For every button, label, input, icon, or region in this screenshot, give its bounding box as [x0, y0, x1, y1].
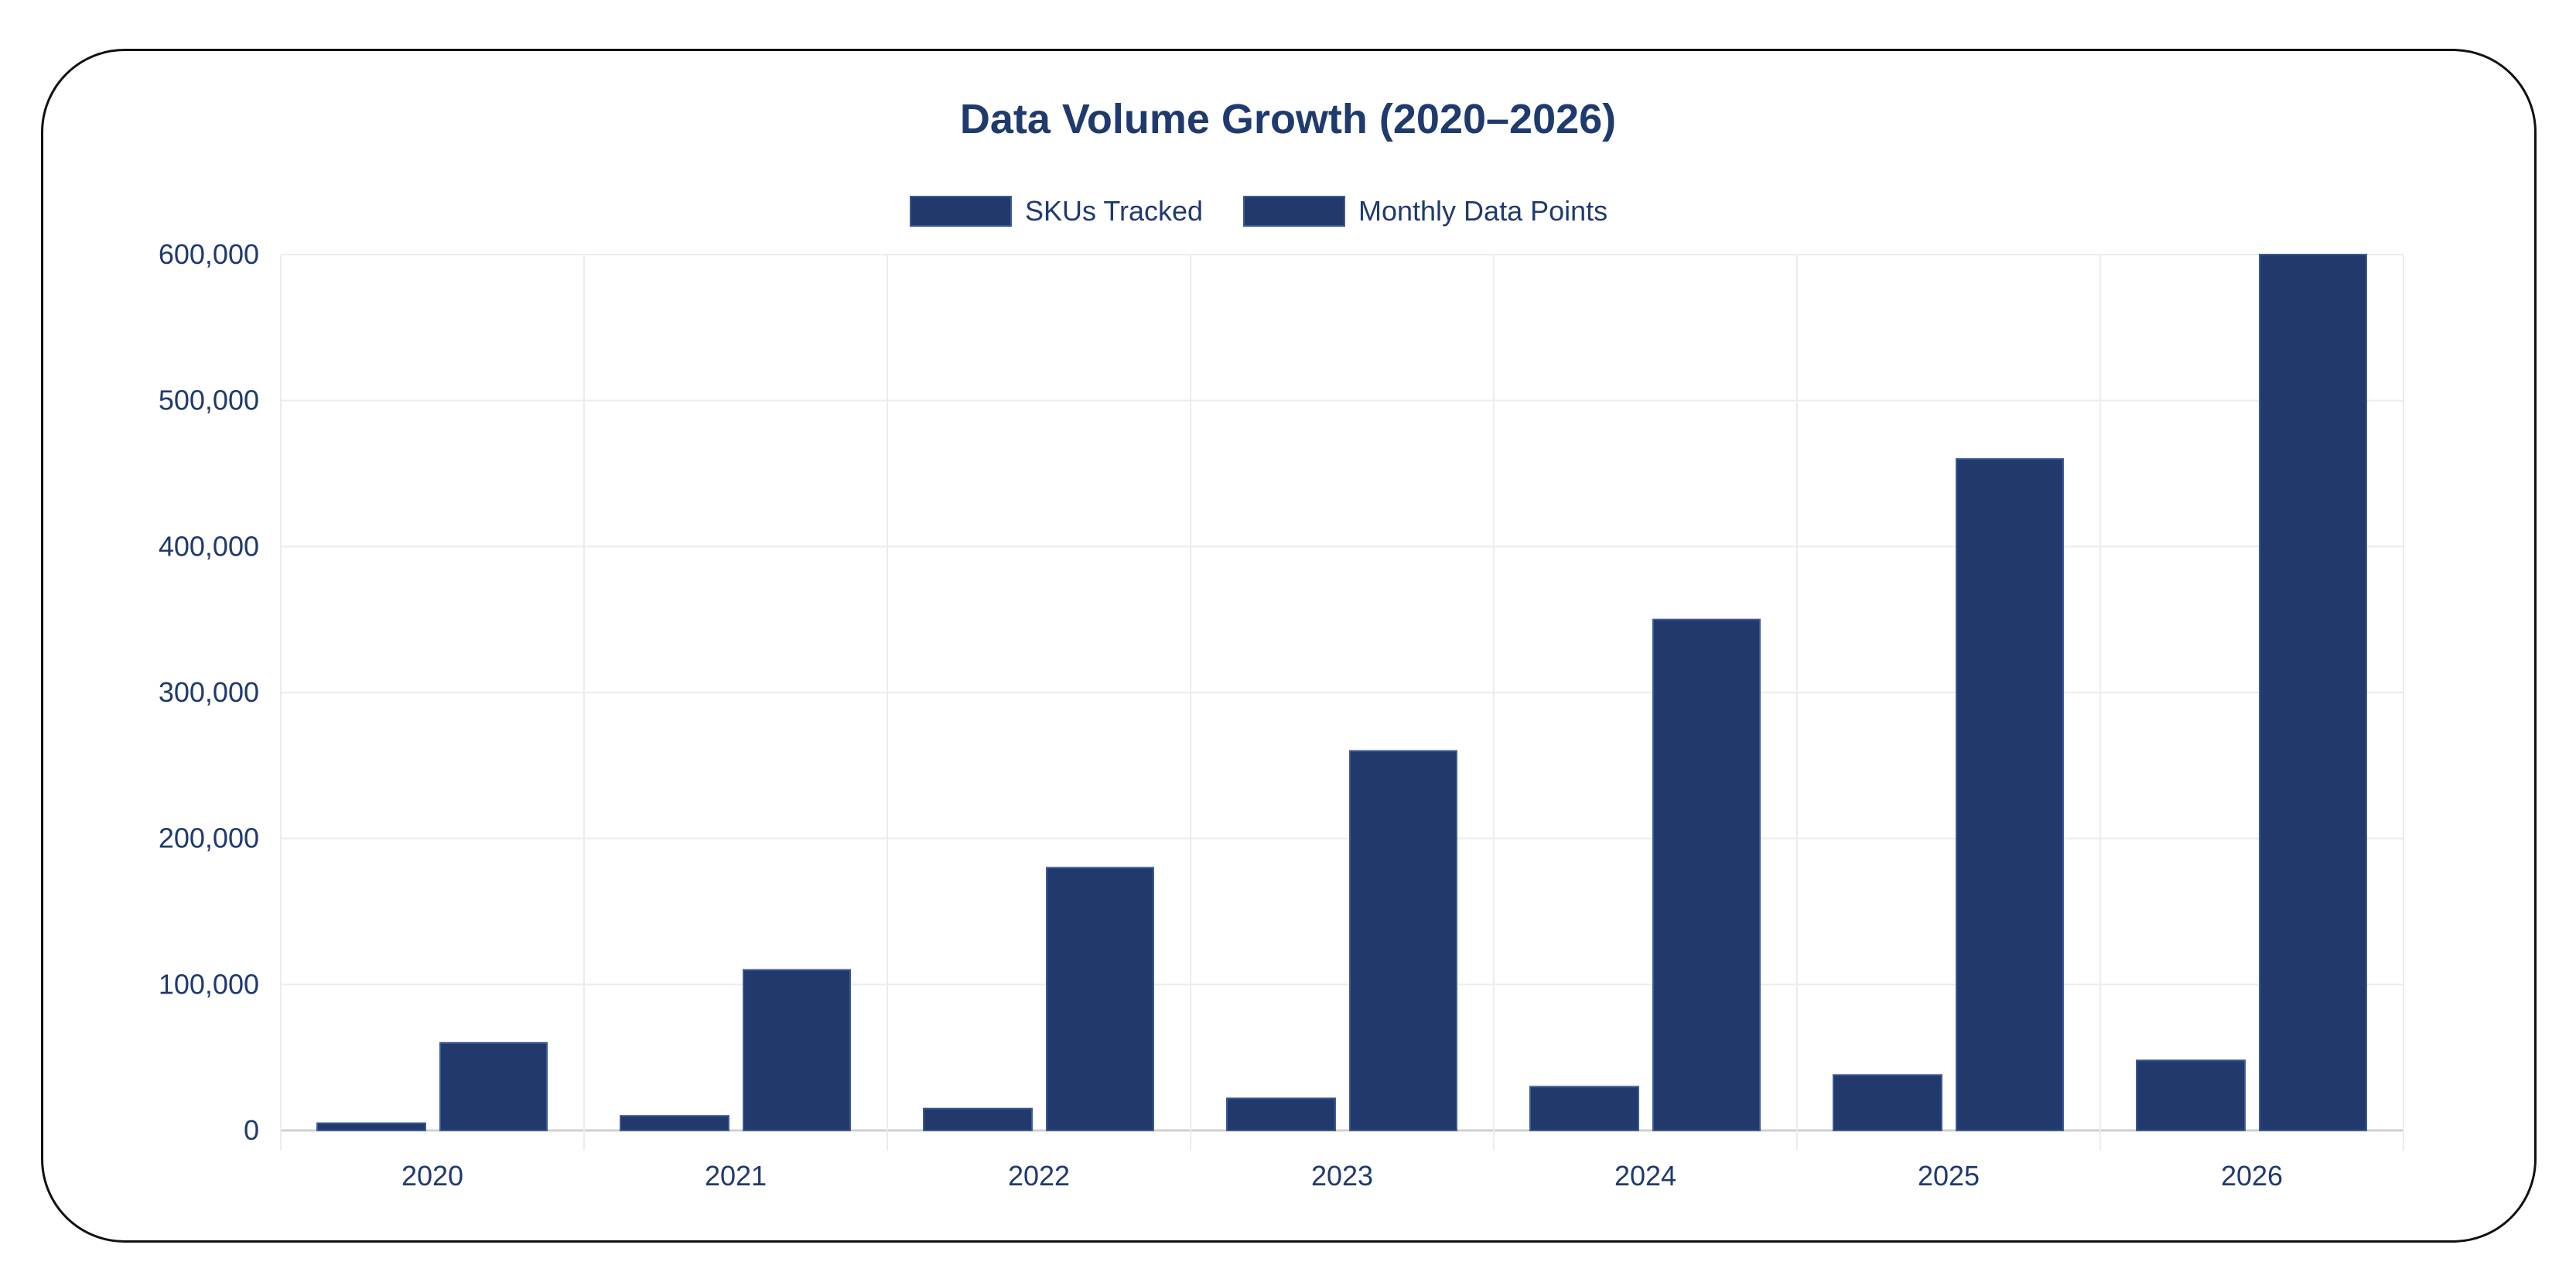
bar-skus-tracked-2021 — [620, 1115, 729, 1131]
bar-monthly-data-points-2025 — [1956, 458, 2064, 1131]
bar-monthly-data-points-2026 — [2259, 254, 2367, 1131]
grid — [280, 254, 2404, 1151]
legend-swatch — [910, 196, 1012, 227]
x-tick-label: 2020 — [401, 1160, 463, 1192]
bar-monthly-data-points-2024 — [1652, 618, 1761, 1131]
bar-skus-tracked-2024 — [1529, 1086, 1639, 1132]
y-tick-label: 600,000 — [159, 238, 259, 270]
x-tick-label: 2025 — [1918, 1160, 1980, 1192]
legend-swatch — [1243, 196, 1345, 227]
chart-card — [41, 49, 2537, 1243]
bar-skus-tracked-2022 — [923, 1107, 1033, 1131]
bar-skus-tracked-2020 — [316, 1122, 426, 1131]
y-tick-label: 400,000 — [159, 530, 259, 562]
axes: 0 100,000 200,000 300,000 400,000 500,000 600,… — [159, 238, 2283, 1192]
legend-label: SKUs Tracked — [1025, 195, 1203, 227]
bar-monthly-data-points-2022 — [1046, 867, 1154, 1132]
x-tick-label: 2021 — [705, 1160, 767, 1192]
x-tick-label: 2024 — [1614, 1160, 1676, 1192]
x-tick-label: 2022 — [1008, 1160, 1070, 1192]
bar-skus-tracked-2026 — [2136, 1059, 2246, 1131]
x-tick-label: 2023 — [1311, 1160, 1373, 1192]
bar-skus-tracked-2025 — [1833, 1074, 1942, 1131]
x-tick-label: 2026 — [2221, 1160, 2283, 1192]
chart-title: Data Volume Growth (2020–2026) — [960, 96, 1616, 142]
y-tick-label: 200,000 — [159, 822, 259, 854]
y-tick-label: 0 — [244, 1114, 259, 1146]
bar-skus-tracked-2023 — [1226, 1097, 1336, 1131]
y-tick-label: 100,000 — [159, 968, 259, 1000]
bar-monthly-data-points-2023 — [1349, 750, 1457, 1131]
bars — [316, 254, 2367, 1132]
legend: SKUs Tracked Monthly Data Points — [910, 195, 1607, 227]
legend-label: Monthly Data Points — [1358, 195, 1607, 227]
bar-monthly-data-points-2021 — [743, 969, 851, 1132]
bar-monthly-data-points-2020 — [439, 1041, 548, 1132]
y-tick-label: 300,000 — [159, 676, 259, 708]
y-tick-label: 500,000 — [159, 385, 259, 416]
